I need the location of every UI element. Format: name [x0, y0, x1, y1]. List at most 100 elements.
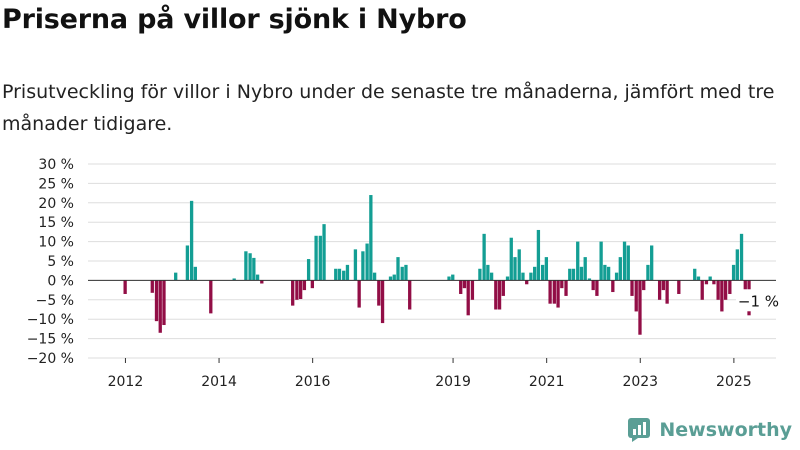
bar: [361, 251, 365, 281]
y-tick-label: 25 %: [38, 176, 74, 192]
brand-name: Newsworthy: [659, 419, 792, 441]
bar: [158, 280, 162, 333]
bar: [595, 280, 599, 296]
bar: [576, 241, 580, 281]
bar: [380, 280, 385, 324]
bar: [642, 280, 646, 291]
bar: [591, 280, 595, 291]
bar: [260, 280, 264, 284]
bar: [536, 229, 541, 281]
bar: [529, 272, 533, 281]
bar: [657, 280, 662, 300]
bar: [248, 253, 252, 281]
bar: [357, 280, 361, 308]
bar: [462, 280, 467, 289]
bar: [193, 266, 197, 281]
bar: [708, 276, 712, 281]
bar: [451, 274, 455, 281]
bar: [571, 268, 576, 281]
bar: [509, 237, 513, 281]
bar: [466, 280, 470, 316]
bar: [513, 257, 517, 281]
bar: [302, 280, 307, 291]
bar: [244, 251, 248, 281]
bar: [533, 266, 537, 281]
bar: [334, 268, 338, 281]
bar: [606, 266, 611, 281]
bar: [517, 249, 521, 281]
bar: [731, 264, 736, 281]
bar: [544, 257, 549, 281]
bar: [497, 280, 502, 310]
bar: [720, 280, 724, 312]
bar: [548, 280, 552, 304]
bar: [310, 280, 315, 289]
bar: [447, 276, 451, 281]
bar: [696, 276, 701, 281]
bar: [470, 280, 475, 300]
bar: [568, 268, 572, 281]
bar: [400, 266, 404, 281]
page-subtitle: Prisutveckling för villor i Nybro under …: [2, 81, 775, 135]
annotation-label: −1 %: [738, 292, 779, 310]
bar: [665, 280, 669, 304]
bar: [556, 280, 560, 308]
x-axis: 2012 2014 2016 2019 2021 2023 2025: [88, 279, 776, 390]
y-axis-tick-labels: 30 % 25 % 20 % 15 % 10 % 5 % 0 % −5 % −10 % −15 %…: [27, 157, 74, 367]
bar: [306, 259, 311, 281]
bar: [630, 280, 634, 296]
bar: [494, 280, 498, 310]
x-tick-label: 2021: [529, 374, 565, 390]
bar: [232, 278, 236, 281]
bar: [318, 235, 322, 281]
bar: [626, 245, 630, 281]
bar: [252, 257, 256, 281]
bar: [583, 257, 587, 281]
bar: [189, 200, 194, 281]
bar: [372, 272, 377, 281]
y-tick-label: −20 %: [27, 351, 74, 367]
bar: [618, 257, 622, 281]
y-tick-label: 5 %: [47, 254, 74, 270]
bar: [404, 264, 408, 281]
bar: [603, 264, 607, 281]
bar: [599, 241, 603, 281]
bar: [579, 266, 584, 281]
y-tick-label: 15 %: [38, 215, 74, 231]
bar: [650, 245, 654, 281]
bar: [185, 245, 190, 281]
bar: [377, 280, 381, 306]
bar: [459, 280, 463, 294]
bar: [342, 270, 346, 281]
bar: [482, 233, 486, 281]
x-tick-label: 2019: [435, 374, 471, 390]
bar: [501, 280, 505, 296]
bar: [489, 272, 494, 281]
x-tick-label: 2023: [622, 374, 658, 390]
bar: [174, 272, 178, 281]
bar: [486, 264, 490, 281]
bar: [700, 280, 704, 300]
y-tick-label: −5 %: [36, 293, 74, 309]
bar: [693, 268, 697, 281]
y-tick-label: 10 %: [38, 235, 74, 251]
bar: [369, 195, 373, 281]
bar: [291, 280, 295, 306]
annotation-background: [735, 289, 784, 312]
y-tick-label: −15 %: [27, 332, 74, 348]
bar: [622, 241, 627, 281]
bar: [611, 280, 615, 293]
bar: [634, 280, 638, 312]
bar: [716, 280, 720, 300]
x-tick-label: 2016: [295, 374, 331, 390]
bar: [552, 280, 556, 304]
bar: [353, 249, 358, 281]
brand: Newsworthy: [627, 416, 792, 444]
bar: [677, 280, 681, 294]
bar: [396, 257, 400, 281]
bar: [388, 276, 393, 281]
bar: [209, 280, 213, 314]
y-tick-label: −10 %: [27, 312, 74, 328]
chart-bars: [123, 195, 751, 335]
newsworthy-logo-icon: [628, 418, 651, 442]
